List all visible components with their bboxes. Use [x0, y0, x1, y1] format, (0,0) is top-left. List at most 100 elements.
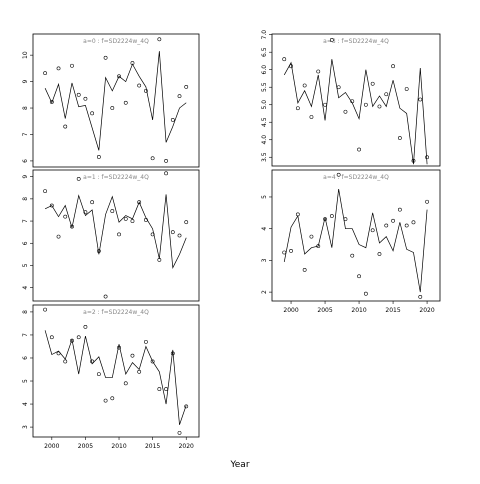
- y-tick-label: 8: [22, 197, 29, 201]
- y-tick-label: 6: [22, 241, 29, 245]
- y-tick-label: 5: [22, 379, 29, 383]
- observed-point: [184, 220, 189, 225]
- observed-point: [177, 233, 182, 238]
- y-tick-label: 3.5: [261, 152, 268, 162]
- observed-point: [411, 158, 416, 163]
- y-tick-label: 5: [22, 263, 29, 267]
- y-tick-label: 5: [261, 195, 268, 199]
- y-tick-label: 8: [22, 310, 29, 314]
- observed-point: [76, 176, 81, 181]
- panel-frame: [271, 33, 441, 167]
- observed-point: [123, 216, 128, 221]
- x-tick-label: 2020: [179, 443, 194, 450]
- observed-point: [370, 228, 375, 233]
- observed-point: [418, 294, 423, 299]
- observed-point: [157, 37, 162, 42]
- observed-point: [137, 200, 142, 205]
- observed-point: [411, 220, 416, 225]
- observed-point: [164, 387, 168, 391]
- observed-point: [110, 396, 115, 401]
- x-tick-label: 2020: [419, 307, 434, 314]
- observed-point: [123, 100, 128, 105]
- observed-point: [63, 359, 68, 364]
- observed-point: [150, 156, 155, 161]
- observed-point: [425, 199, 429, 204]
- observed-point: [295, 106, 300, 111]
- y-tick-label: 4.5: [261, 117, 268, 127]
- observed-point: [123, 381, 128, 386]
- observed-point: [70, 224, 74, 229]
- observed-point: [90, 359, 95, 364]
- panel-title: a=3 : f=SD2224w_4Q: [323, 38, 389, 45]
- observed-point: [130, 61, 135, 65]
- y-tick-label: 4: [22, 286, 29, 290]
- observed-point: [96, 372, 101, 377]
- observed-point: [43, 307, 47, 312]
- observed-point: [117, 345, 121, 350]
- observed-point: [63, 124, 68, 129]
- panel-frame: [271, 169, 441, 302]
- y-tick-label: 3: [261, 258, 268, 262]
- observed-point: [316, 69, 321, 74]
- observed-point: [309, 115, 314, 119]
- observed-point: [63, 214, 68, 219]
- observed-point: [110, 209, 115, 213]
- observed-point: [130, 219, 135, 223]
- y-tick-label: 10: [22, 51, 29, 59]
- observed-point: [177, 94, 182, 99]
- panel-title: a=1 : f=SD2224w_4Q: [83, 174, 149, 181]
- observed-point: [425, 155, 429, 160]
- observed-point: [83, 96, 88, 101]
- observed-point: [150, 232, 155, 237]
- observed-point: [103, 294, 108, 299]
- observed-point: [357, 274, 361, 279]
- y-tick-label: 7.0: [261, 30, 268, 40]
- y-tick-label: 4.0: [261, 135, 268, 145]
- y-tick-label: 7: [22, 219, 29, 223]
- fit-line: [44, 194, 187, 269]
- observed-point: [96, 249, 101, 253]
- y-tick-label: 6.0: [261, 65, 268, 75]
- observed-point: [350, 253, 355, 258]
- observed-point: [418, 97, 423, 102]
- observed-point: [309, 234, 314, 239]
- y-tick-label: 4: [22, 402, 29, 406]
- observed-point: [49, 335, 54, 340]
- x-tick-label: 2005: [78, 443, 93, 450]
- observed-point: [391, 218, 395, 223]
- observed-point: [76, 335, 81, 340]
- observed-point: [289, 64, 293, 69]
- x-tick-label: 2000: [283, 307, 298, 314]
- x-tick-label: 2000: [44, 443, 59, 450]
- observed-point: [404, 87, 409, 91]
- observed-point: [130, 353, 135, 358]
- observed-point: [170, 230, 175, 235]
- observed-point: [137, 83, 142, 88]
- observed-point: [49, 100, 54, 104]
- observed-point: [302, 83, 307, 88]
- observed-point: [90, 200, 95, 205]
- observed-point: [150, 359, 155, 364]
- y-tick-label: 7: [22, 132, 29, 136]
- y-tick-label: 3: [22, 425, 29, 429]
- observed-point: [110, 106, 115, 110]
- observed-point: [282, 250, 287, 255]
- y-tick-label: 5.0: [261, 100, 268, 110]
- y-tick-label: 6: [22, 356, 29, 360]
- observed-point: [103, 398, 108, 403]
- y-tick-label: 9: [22, 175, 29, 179]
- observed-point: [144, 218, 148, 222]
- observed-point: [103, 55, 108, 60]
- y-tick-label: 8: [22, 106, 29, 110]
- observed-point: [377, 252, 382, 256]
- observed-point: [56, 234, 61, 239]
- observed-point: [83, 210, 88, 215]
- x-axis-label: Year: [229, 460, 249, 470]
- observed-point: [377, 104, 382, 109]
- observed-point: [157, 258, 162, 262]
- y-tick-label: 5.5: [261, 82, 268, 92]
- x-tick-label: 2010: [111, 443, 126, 450]
- observed-point: [404, 223, 409, 228]
- observed-point: [295, 212, 300, 217]
- observed-point: [282, 57, 287, 62]
